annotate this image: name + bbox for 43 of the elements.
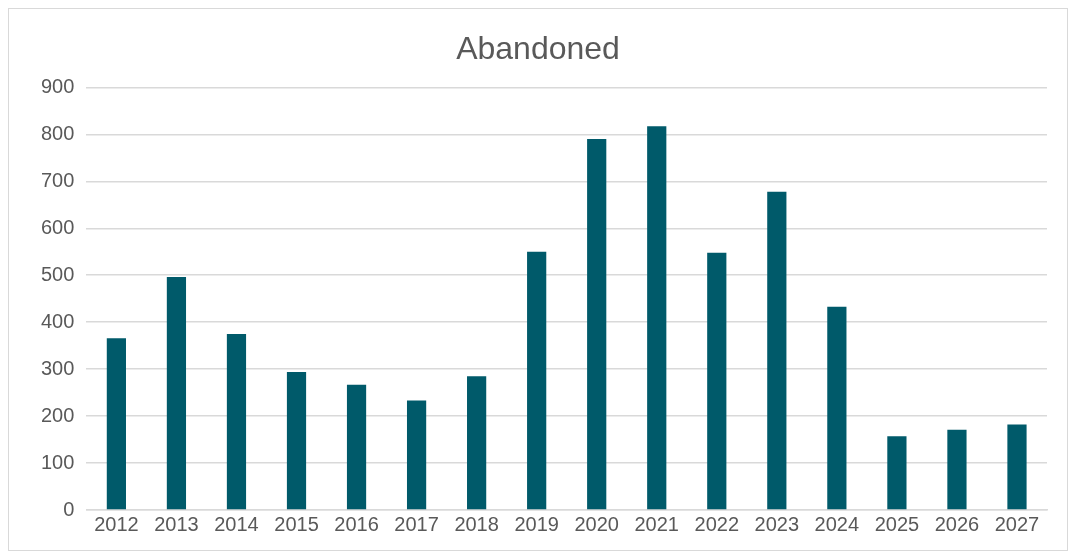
x-tick-label: 2027	[994, 512, 1040, 535]
bar	[406, 400, 427, 510]
x-tick-label: 2015	[274, 512, 319, 535]
bar	[887, 436, 907, 510]
chart-title: Abandoned	[456, 30, 620, 67]
x-tick-label: 2017	[394, 512, 439, 535]
x-tick-label: 2024	[814, 512, 860, 535]
bar	[527, 251, 547, 510]
x-tick-label: 2022	[694, 512, 740, 535]
bar	[106, 338, 126, 510]
y-tick-label: 500	[40, 262, 75, 285]
bar	[947, 429, 967, 510]
y-tick-label: 0	[63, 497, 75, 520]
x-tick-label: 2014	[214, 512, 259, 535]
x-tick-label: 2026	[934, 512, 980, 535]
y-tick-label: 400	[40, 309, 75, 332]
bar	[707, 252, 727, 510]
bar	[226, 333, 247, 510]
bar	[647, 126, 667, 510]
x-tick-label: 2021	[634, 512, 679, 535]
x-tick-label: 2018	[454, 512, 499, 535]
y-tick-label: 200	[40, 403, 75, 426]
bar	[827, 306, 847, 510]
bar	[166, 277, 187, 510]
y-tick-label: 600	[40, 215, 75, 238]
x-tick-label: 2023	[754, 512, 800, 535]
y-tick-label: 900	[40, 74, 75, 97]
y-tick-label: 800	[40, 121, 75, 144]
bar	[286, 371, 307, 510]
x-tick-label: 2013	[154, 512, 199, 535]
x-tick-label: 2025	[874, 512, 920, 535]
y-tick-label: 700	[40, 168, 75, 191]
x-tick-label: 2019	[514, 512, 559, 535]
x-tick-label: 2012	[94, 512, 139, 535]
bar	[1007, 424, 1027, 510]
bar	[587, 139, 607, 510]
x-tick-label: 2020	[574, 512, 619, 535]
bar	[767, 191, 787, 510]
y-tick-label: 300	[40, 356, 75, 379]
x-tick-label: 2016	[334, 512, 379, 535]
bar	[346, 384, 367, 510]
y-tick-label: 100	[40, 450, 75, 473]
bar	[467, 376, 487, 510]
